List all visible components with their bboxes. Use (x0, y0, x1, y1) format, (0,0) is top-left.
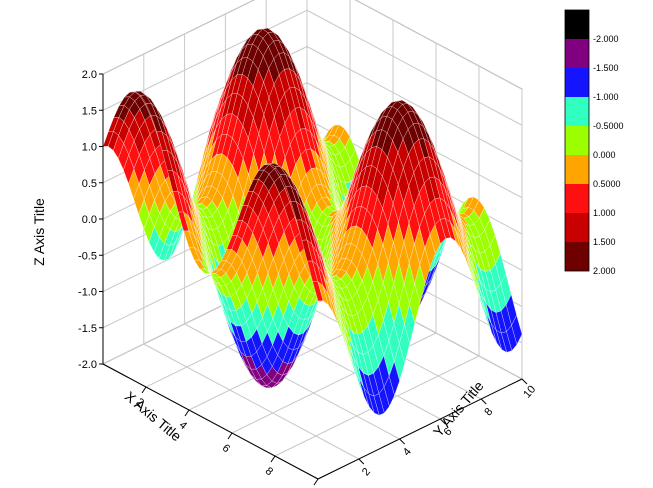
z-tick-label: -2.0 (78, 359, 97, 371)
gridline-y (143, 343, 360, 460)
legend-label: -0.5000 (593, 121, 624, 131)
gridline-y (184, 323, 400, 440)
x-tick (313, 478, 319, 486)
x-tick-label: 6 (220, 442, 232, 455)
legend-label: -1.000 (593, 92, 619, 102)
x-axis-line (102, 363, 319, 480)
z-tick-label: 1.5 (82, 105, 97, 117)
legend-swatch (565, 184, 589, 213)
legend-swatch (565, 97, 589, 126)
legend-label: -1.500 (593, 63, 619, 73)
x-tick (227, 432, 233, 440)
color-legend: -2.000 -1.500 -1.000 -0.5000 0.000 0.5000 1.00… (564, 9, 624, 276)
legend-label: 1.000 (593, 208, 616, 218)
surface-cell (312, 281, 324, 302)
gridline-z (306, 46, 523, 162)
legend-swatch (565, 10, 589, 39)
x-tick-label: 8 (263, 465, 275, 478)
y-tick (399, 438, 405, 445)
legend-label: -2.000 (593, 34, 619, 44)
y-axis-line (317, 378, 523, 480)
legend-swatch (565, 155, 589, 184)
x-tick (184, 409, 190, 417)
legend-frame (564, 9, 590, 272)
legend-swatch (565, 39, 589, 68)
z-tick-label: 0.5 (82, 178, 97, 190)
y-tick (358, 458, 365, 465)
legend-label: 1.500 (593, 237, 616, 247)
gridline-z (306, 9, 523, 126)
z-axis-title: Z Axis Title (31, 198, 47, 266)
y-tick (521, 378, 528, 385)
y-tick-label: 4 (401, 446, 414, 458)
surface-plot (102, 27, 523, 416)
legend-label: 0.000 (593, 150, 616, 160)
gridline-z (102, 0, 256, 75)
legend-swatch (565, 68, 589, 97)
legend-label: 2.000 (593, 266, 616, 276)
legend-label: 0.5000 (593, 179, 621, 189)
z-tick-label: -1.5 (78, 323, 97, 335)
z-tick-label: -0.5 (78, 250, 97, 262)
x-tick (270, 455, 276, 463)
x-tick-label: 10 (303, 486, 320, 488)
y-tick-label: 2 (360, 466, 373, 478)
x-tick (141, 386, 147, 394)
gridline-z (354, 0, 523, 90)
y-tick (440, 418, 446, 425)
z-tick-label: 1.0 (82, 142, 97, 154)
z-tick-label: -1.0 (78, 287, 97, 299)
legend-swatch (565, 126, 589, 155)
y-tick-label: 10 (521, 383, 538, 400)
legend-swatch (565, 242, 589, 271)
y-tick-label: 8 (482, 406, 495, 418)
z-tick-label: 2.0 (82, 69, 97, 81)
legend-swatch (565, 213, 589, 242)
y-tick (480, 398, 487, 405)
z-tick-label: 0.0 (82, 214, 97, 226)
